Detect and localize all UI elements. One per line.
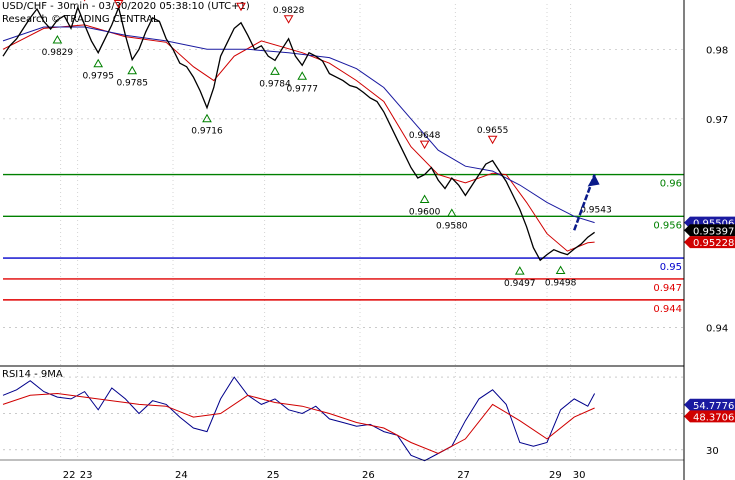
rsi-badge-label: 54.7776: [693, 401, 734, 412]
level-label: 0.95: [660, 262, 682, 273]
price-tick-label: 0.94: [706, 324, 728, 335]
level-label: 0.947: [653, 283, 682, 294]
rsi-title: RSI14 - 9MA: [2, 369, 63, 380]
rsi-series-line: [2, 376, 596, 462]
swing-low-label: 0.9777: [286, 84, 318, 94]
swing-low-label: 0.9795: [82, 72, 114, 82]
swing-low-marker: [52, 35, 63, 44]
swing-high-label: 0.9655: [477, 126, 509, 136]
swing-high-label: 0.9648: [409, 131, 441, 141]
rsi-badge: [684, 410, 735, 423]
swing-low-marker: [446, 208, 457, 217]
level-label: 0.944: [653, 304, 682, 315]
time-tick-label: 22: [63, 470, 76, 480]
price-panel: 0.980.970.940.960.9560.950.9470.9440.986…: [2, 0, 735, 460]
level-label: 0.96: [660, 179, 682, 190]
time-tick-label: 25: [267, 470, 280, 480]
time-tick-label: 24: [175, 470, 188, 480]
swing-high-marker: [236, 2, 246, 12]
swing-low-marker: [270, 66, 280, 75]
swing-high-marker: [113, 0, 124, 9]
swing-high-label: 0.9828: [273, 6, 305, 16]
chart-title: USD/CHF - 30min - 03/30/2020 05:38:10 (U…: [2, 1, 250, 12]
swing-low-label: 0.9600: [409, 207, 441, 217]
swing-low-label: 0.9498: [545, 278, 577, 288]
price-annotation: 0.9543: [580, 205, 612, 215]
projection-arrowhead: [587, 174, 600, 187]
price-badge-label: 0.95397: [693, 226, 734, 237]
price-tick-label: 0.97: [706, 115, 728, 126]
time-tick-label: 26: [362, 470, 375, 480]
swing-low-marker: [419, 194, 430, 203]
swing-high-marker: [487, 135, 498, 145]
swing-low-marker: [514, 266, 525, 275]
ma_fast-line: [2, 24, 595, 252]
swing-low-marker: [202, 113, 212, 123]
price-badge: [684, 236, 735, 249]
rsi-badge: [684, 398, 735, 411]
swing-low-label: 0.9785: [116, 79, 148, 89]
swing-low-marker: [297, 71, 308, 80]
price-badge-label: 0.95506: [693, 219, 734, 230]
swing-low-marker: [555, 265, 566, 274]
price-line: [2, 5, 595, 262]
swing-low-label: 0.9580: [436, 221, 468, 231]
swing-low-marker: [93, 58, 104, 68]
rsi-badge-label: 48.3706: [693, 412, 734, 423]
price-badge-label: 0.95228: [693, 238, 734, 249]
chart-subtitle: Research © TRADING CENTRAL: [2, 14, 159, 25]
level-label: 0.956: [653, 220, 682, 231]
swing-low-label: 0.9829: [42, 48, 74, 58]
swing-high-marker: [419, 140, 430, 150]
swing-low-label: 0.9716: [191, 127, 223, 137]
swing-low-marker: [127, 65, 138, 75]
time-tick-label: 29: [549, 470, 562, 480]
ma_slow-line: [2, 26, 595, 224]
swing-low-label: 0.9497: [504, 279, 536, 289]
rsi-tick-label: 30: [706, 446, 719, 457]
swing-high-label: 0.9846: [225, 0, 257, 3]
price-tick-label: 0.98: [706, 45, 728, 56]
swing-low-label: 0.9784: [259, 79, 291, 89]
time-tick-label: 23: [80, 470, 93, 480]
time-tick-label: 30: [573, 470, 586, 480]
price-badge: [684, 224, 735, 237]
rsi-series-line: [2, 392, 595, 455]
swing-high-marker: [283, 15, 294, 24]
time-tick-label: 27: [457, 470, 470, 480]
